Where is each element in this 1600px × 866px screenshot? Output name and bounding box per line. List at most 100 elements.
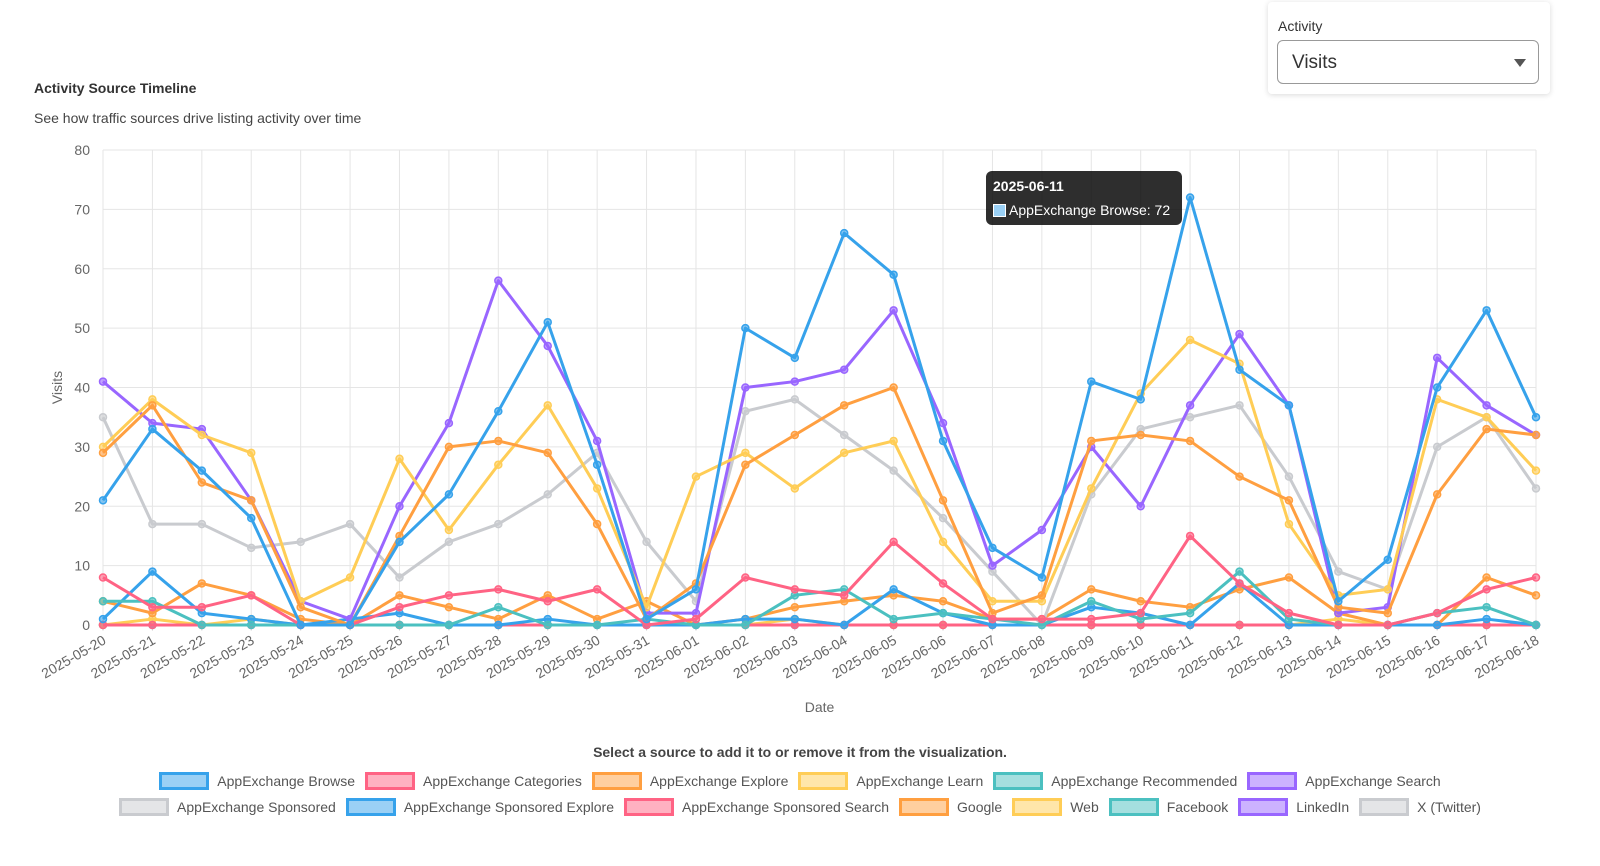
- data-point: [889, 614, 898, 624]
- data-point: [1087, 377, 1096, 386]
- series-line: [101, 338, 1538, 609]
- data-point: [592, 585, 602, 594]
- data-point: [592, 484, 602, 493]
- data-point: [1284, 496, 1294, 505]
- data-point: [543, 597, 552, 606]
- data-point: [494, 519, 503, 529]
- legend-swatch: [159, 772, 210, 790]
- y-tick-label: 30: [74, 439, 90, 455]
- series-appexchange-browse: [98, 193, 1541, 630]
- data-point: [741, 460, 750, 469]
- data-point: [494, 276, 503, 285]
- data-point: [1432, 608, 1442, 618]
- legend-swatch: [1247, 772, 1298, 790]
- data-point: [148, 567, 157, 576]
- legend-item[interactable]: Google: [899, 798, 1002, 816]
- legend-item[interactable]: Facebook: [1108, 798, 1228, 816]
- data-point: [1334, 567, 1343, 576]
- data-point: [938, 436, 948, 446]
- data-point: [1531, 412, 1541, 422]
- data-point: [1284, 573, 1294, 582]
- legend-item[interactable]: AppExchange Sponsored: [119, 798, 336, 816]
- data-point: [296, 620, 305, 630]
- legend-label: X (Twitter): [1417, 799, 1481, 815]
- data-point: [444, 620, 454, 630]
- data-point: [1136, 597, 1145, 606]
- data-point: [1087, 484, 1096, 493]
- data-point: [839, 448, 849, 458]
- data-point: [1383, 555, 1393, 564]
- data-point: [197, 430, 207, 440]
- legend-label: AppExchange Explore: [649, 773, 789, 789]
- series-appexchange-sponsored: [98, 395, 1541, 630]
- data-point: [592, 519, 602, 529]
- legend-hint: Select a source to add it to or remove i…: [593, 744, 1007, 760]
- legend-swatch: [365, 772, 416, 790]
- series-line: [102, 534, 1537, 627]
- legend-item[interactable]: AppExchange Browse: [159, 772, 355, 790]
- data-point: [148, 620, 157, 630]
- data-point: [938, 608, 948, 618]
- data-point: [1235, 567, 1244, 576]
- legend-item[interactable]: X (Twitter): [1359, 798, 1481, 816]
- series-appexchange-search: [98, 276, 1541, 624]
- data-point: [543, 620, 552, 630]
- data-point: [889, 383, 898, 392]
- legend-item[interactable]: AppExchange Sponsored Explore: [345, 798, 614, 816]
- data-point: [494, 436, 503, 446]
- data-point: [889, 537, 898, 547]
- series-line: [101, 397, 1538, 627]
- data-point: [691, 472, 701, 481]
- data-point: [444, 537, 454, 547]
- data-point: [148, 602, 157, 612]
- data-point: [246, 448, 256, 458]
- data-point: [444, 602, 454, 612]
- data-point: [197, 519, 207, 529]
- data-point: [444, 418, 454, 428]
- legend-item[interactable]: LinkedIn: [1238, 798, 1349, 816]
- data-point: [1284, 608, 1294, 618]
- data-point: [345, 519, 355, 529]
- tooltip-swatch: [993, 203, 1006, 217]
- legend-label: AppExchange Recommended: [1051, 773, 1238, 789]
- data-point: [1087, 436, 1096, 446]
- legend-swatch: [591, 772, 642, 790]
- legend-item[interactable]: AppExchange Sponsored Search: [624, 798, 889, 816]
- data-point: [592, 460, 602, 469]
- data-point: [98, 412, 108, 422]
- data-point: [1185, 193, 1195, 202]
- data-point: [691, 585, 701, 594]
- data-point: [1432, 490, 1442, 499]
- data-point: [395, 602, 404, 612]
- data-point: [246, 620, 256, 630]
- data-point: [197, 579, 207, 588]
- legend-swatch: [345, 798, 396, 816]
- data-point: [395, 502, 404, 511]
- data-point: [543, 490, 552, 499]
- legend-item[interactable]: AppExchange Recommended: [993, 772, 1237, 790]
- data-point: [543, 341, 552, 351]
- data-point: [444, 591, 454, 600]
- y-tick-label: 40: [74, 380, 90, 396]
- data-point: [741, 383, 750, 392]
- legend-item[interactable]: AppExchange Learn: [798, 772, 983, 790]
- activity-filter: Activity Visits: [1268, 2, 1550, 94]
- data-point: [98, 614, 108, 624]
- data-point: [1185, 412, 1195, 422]
- legend-item[interactable]: Web: [1012, 798, 1099, 816]
- data-point: [839, 365, 849, 374]
- data-point: [1531, 620, 1541, 630]
- legend-item[interactable]: AppExchange Explore: [591, 772, 789, 790]
- activity-select[interactable]: Visits: [1277, 40, 1539, 84]
- legend-item[interactable]: AppExchange Search: [1247, 772, 1441, 790]
- data-point: [938, 597, 948, 606]
- legend-item[interactable]: AppExchange Categories: [365, 772, 582, 790]
- data-point: [1185, 531, 1195, 541]
- data-point: [1482, 412, 1491, 422]
- data-point: [1136, 608, 1145, 618]
- data-point: [988, 597, 997, 606]
- data-point: [1087, 585, 1096, 594]
- data-point: [938, 537, 948, 547]
- x-axis-label: Date: [805, 699, 835, 715]
- data-point: [1087, 597, 1096, 606]
